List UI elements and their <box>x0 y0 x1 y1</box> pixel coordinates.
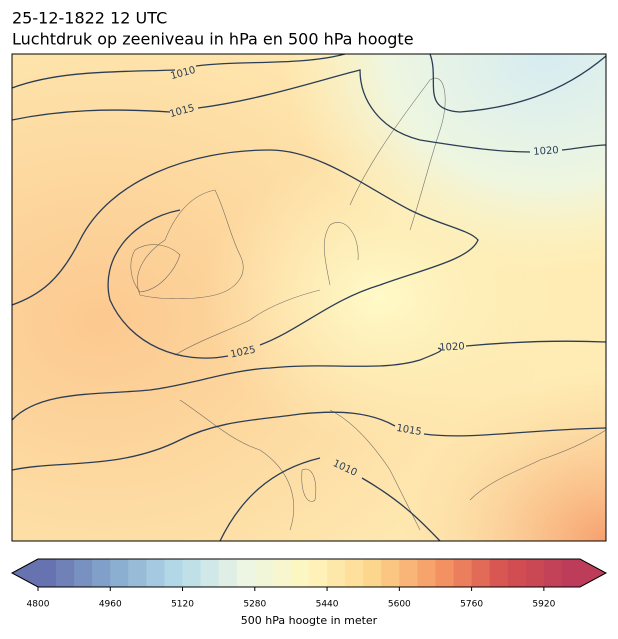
colorbar-band <box>254 559 274 587</box>
colorbar-tick-label: 4800 <box>27 600 50 610</box>
colorbar-band <box>507 559 527 587</box>
colorbar-band <box>38 559 57 587</box>
colorbar-tick-label: 5440 <box>316 600 339 610</box>
colorbar-band <box>200 559 220 587</box>
colorbar-band <box>272 559 292 587</box>
colorbar-band <box>56 559 75 587</box>
colorbar-tick-label: 5760 <box>460 600 483 610</box>
colorbar-tick-label: 5280 <box>243 600 266 610</box>
contour-label: 1020 <box>533 145 559 158</box>
colorbar-label: 500 hPa hoogte in meter <box>241 614 378 627</box>
colorbar-band <box>92 559 111 587</box>
colorbar-band <box>453 559 473 587</box>
colorbar-band <box>345 559 364 587</box>
colorbar-band <box>399 559 418 587</box>
colorbar-band <box>236 559 256 587</box>
colorbar-band <box>381 559 400 587</box>
colorbar-band <box>182 559 202 587</box>
colorbar-band <box>290 559 310 587</box>
colorbar-band <box>363 559 382 587</box>
colorbar-tick-label: 5120 <box>171 600 194 610</box>
colorbar-band <box>543 559 563 587</box>
colorbar-frame <box>10 558 608 588</box>
colorbar-band <box>561 559 581 587</box>
contour-label: 1020 <box>439 341 465 353</box>
colorbar: 4800 4960 5120 5280 5440 5600 5760 5920 <box>10 558 608 610</box>
map-area: 1010 1015 1020 1025 1020 1015 1010 <box>12 54 606 541</box>
contour-label: 1025 <box>230 344 257 360</box>
colorbar-band <box>489 559 509 587</box>
map-title: Luchtdruk op zeeniveau in hPa en 500 hPa… <box>12 30 414 49</box>
colorbar-band <box>110 559 129 587</box>
colorbar-band <box>525 559 545 587</box>
colorbar-tick-label: 5920 <box>532 600 555 610</box>
colorbar-band <box>471 559 491 587</box>
colorbar-band <box>417 559 436 587</box>
colorbar-extend <box>12 559 38 587</box>
colorbar-band <box>309 559 328 587</box>
colorbar-band <box>146 559 165 587</box>
colorbar-band <box>128 559 147 587</box>
map-frame <box>11 53 607 542</box>
colorbar-band <box>327 559 346 587</box>
colorbar-extend <box>580 559 606 587</box>
colorbar-band <box>218 559 238 587</box>
map-date: 25-12-1822 12 UTC <box>12 9 167 28</box>
colorbar-band <box>435 559 455 587</box>
colorbar-tick-label: 4960 <box>99 600 122 610</box>
colorbar-band <box>74 559 93 587</box>
colorbar-tick-label: 5600 <box>388 600 411 610</box>
contour-label: 1015 <box>395 423 422 438</box>
colorbar-band <box>164 559 184 587</box>
